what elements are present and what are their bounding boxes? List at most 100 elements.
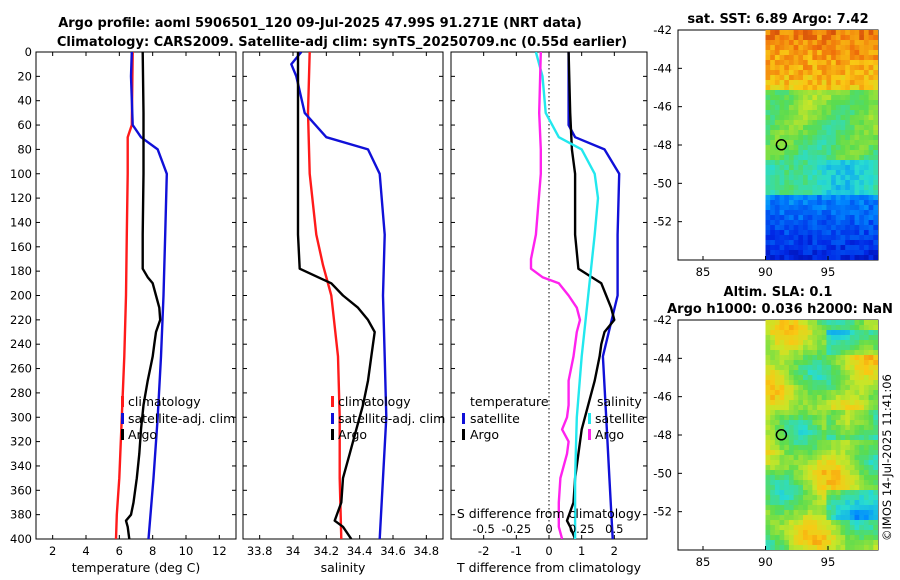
heatmap-cell <box>854 220 860 226</box>
heatmap-cell <box>774 360 781 366</box>
heatmap-cell <box>854 520 860 526</box>
heatmap-cell <box>873 70 878 76</box>
heatmap-cell <box>868 320 874 326</box>
heatmap-cell <box>849 195 856 201</box>
heatmap-cell <box>849 535 856 541</box>
heatmap-cell <box>821 430 828 436</box>
heatmap-cell <box>859 525 865 531</box>
heatmap-cell <box>770 235 776 241</box>
heatmap-cell <box>784 510 790 516</box>
heatmap-cell <box>854 380 860 386</box>
heatmap-cell <box>859 370 865 376</box>
heatmap-cell <box>788 90 795 96</box>
heatmap-cell <box>803 110 809 116</box>
heatmap-cell <box>854 120 860 126</box>
heatmap-cell <box>774 220 781 226</box>
heatmap-cell <box>873 365 878 371</box>
heatmap-cell <box>803 505 809 511</box>
heatmap-cell <box>812 410 818 416</box>
heatmap-cell <box>812 405 818 411</box>
heatmap-cell <box>779 380 785 386</box>
heatmap-cell <box>788 180 795 186</box>
heatmap-cell <box>793 515 799 521</box>
heatmap-cell <box>835 530 842 536</box>
heatmap-cell <box>788 150 795 156</box>
heatmap-cell <box>821 370 828 376</box>
heatmap-cell <box>793 495 799 501</box>
heatmap-cell <box>812 525 818 531</box>
heatmap-cell <box>817 220 823 226</box>
heatmap-cell <box>770 415 776 421</box>
heatmap-cell <box>765 255 771 260</box>
heatmap-cell <box>845 480 851 486</box>
heatmap-cell <box>835 255 842 260</box>
x-axis-label: T difference from climatology <box>456 560 642 575</box>
heatmap-cell <box>793 220 799 226</box>
heatmap-cell <box>817 180 823 186</box>
heatmap-cell <box>859 365 865 371</box>
heatmap-cell <box>779 100 785 106</box>
heatmap-cell <box>840 410 846 416</box>
heatmap-cell <box>779 505 785 511</box>
heatmap-cell <box>812 165 818 171</box>
heatmap-cell <box>854 495 860 501</box>
heatmap-cell <box>863 450 870 456</box>
heatmap-cell <box>831 410 837 416</box>
heatmap-cell <box>784 540 790 546</box>
heatmap-cell <box>859 445 865 451</box>
heatmap-cell <box>770 375 776 381</box>
series-line-argo <box>124 52 162 539</box>
heatmap-cell <box>873 170 878 176</box>
heatmap-cell <box>774 325 781 331</box>
heatmap-cell <box>863 105 870 111</box>
heatmap-cell <box>845 375 851 381</box>
heatmap-cell <box>788 425 795 431</box>
heatmap-cell <box>784 500 790 506</box>
heatmap-cell <box>788 210 795 216</box>
heatmap-cell <box>779 430 785 436</box>
heatmap-cell <box>779 35 785 41</box>
heatmap-cell <box>779 180 785 186</box>
heatmap-cell <box>803 365 809 371</box>
heatmap-cell <box>873 185 878 191</box>
heatmap-cell <box>812 90 818 96</box>
heatmap-cell <box>798 325 804 331</box>
heatmap-cell <box>770 140 776 146</box>
heatmap-cell <box>863 245 870 251</box>
heatmap-cell <box>803 140 809 146</box>
legend-swatch <box>121 413 124 424</box>
heatmap-cell <box>793 350 799 356</box>
heatmap-cell <box>812 245 818 251</box>
heatmap-cell <box>812 490 818 496</box>
heatmap-cell <box>788 325 795 331</box>
heatmap-cell <box>840 85 846 91</box>
heatmap-cell <box>774 405 781 411</box>
y-tick-label: 400 <box>10 532 32 546</box>
heatmap-cell <box>812 470 818 476</box>
heatmap-cell <box>849 435 856 441</box>
heatmap-cell <box>859 60 865 66</box>
heatmap-cell <box>803 420 809 426</box>
heatmap-cell <box>770 365 776 371</box>
heatmap-cell <box>854 150 860 156</box>
heatmap-cell <box>868 220 874 226</box>
heatmap-cell <box>779 365 785 371</box>
heatmap-cell <box>859 510 865 516</box>
heatmap-cell <box>873 500 878 506</box>
heatmap-cell <box>859 90 865 96</box>
heatmap-cell <box>859 460 865 466</box>
heatmap-cell <box>812 210 818 216</box>
heatmap-cell <box>826 50 832 56</box>
heatmap-cell <box>840 545 846 550</box>
heatmap-cell <box>817 345 823 351</box>
heatmap-cell <box>868 380 874 386</box>
heatmap-cell <box>854 400 860 406</box>
heatmap-cell <box>831 435 837 441</box>
heatmap-cell <box>849 220 856 226</box>
heatmap-cell <box>859 380 865 386</box>
heatmap-cell <box>807 135 813 141</box>
heatmap-cell <box>840 405 846 411</box>
heatmap-cell <box>840 30 846 36</box>
heatmap-cell <box>845 175 851 181</box>
heatmap-cell <box>849 455 856 461</box>
